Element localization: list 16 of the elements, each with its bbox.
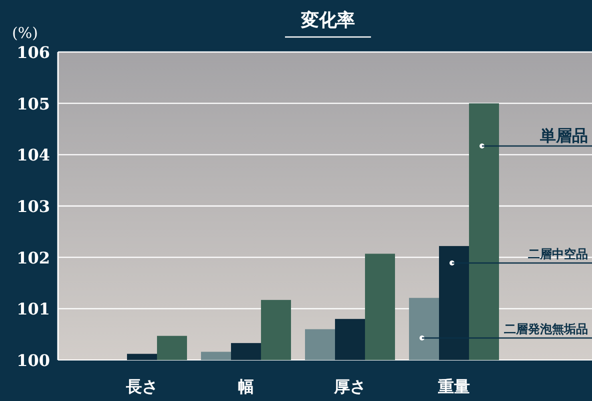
y-tick-label: 102 xyxy=(16,248,50,268)
y-tick-label: 104 xyxy=(16,146,50,165)
y-tick-label: 103 xyxy=(16,197,50,216)
y-tick-label: 105 xyxy=(16,94,50,114)
x-tick-label: 幅 xyxy=(238,377,254,396)
y-tick-label: 106 xyxy=(16,43,50,62)
text: 二層発泡無垢品 xyxy=(504,322,588,336)
x-tick-label: 長さ xyxy=(125,377,158,396)
x-tick-label: 厚さ xyxy=(333,377,366,396)
y-axis-title: (%) xyxy=(12,24,38,42)
text: 単層品 xyxy=(539,126,588,145)
x-tick-label: 重量 xyxy=(437,377,470,396)
text: 二層中空品 xyxy=(528,247,588,261)
y-tick-label: 101 xyxy=(16,300,50,319)
chart-title: 変化率 xyxy=(300,10,355,31)
y-tick-label: 100 xyxy=(16,351,50,370)
